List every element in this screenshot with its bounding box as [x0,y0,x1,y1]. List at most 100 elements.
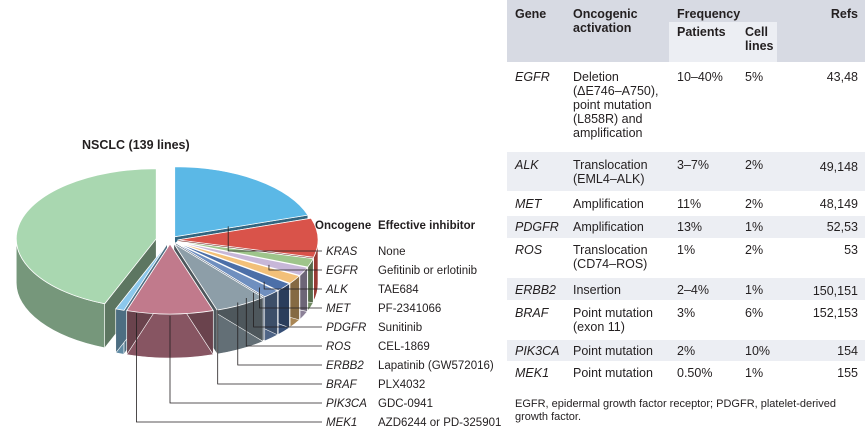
cell-gene: PIK3CA [507,339,565,362]
legend-inhibitor-alk: TAE684 [378,284,419,296]
header-frequency: Frequency [669,0,777,22]
leader-lines [136,226,322,423]
legend-inhibitor-ros: CEL-1869 [378,341,430,353]
legend-inhibitor-pik3ca: GDC-0941 [378,398,433,410]
cell-gene: MET [507,191,565,216]
cell-patients: 2% [669,339,737,362]
cell-refs: 48,149 [777,191,865,216]
legend-gene-mek1: MEK1 [326,417,357,429]
cell-refs: 52,53 [777,215,865,239]
table-row: PDGFR Amplification 13% 1% 52,53 [507,215,865,239]
cell-refs: 154 [777,339,865,362]
leader-line-erbb2 [237,302,322,366]
cell-cell-lines: 2% [737,151,777,192]
leader-line-kras [227,226,322,252]
legend-gene-egfr: EGFR [326,265,358,277]
table-row: ROS Translocation (CD74–ROS) 1% 2% 53 [507,238,865,278]
oncogene-table-panel: Gene Oncogenic activation Frequency Refs… [507,0,865,439]
cell-activation: Point mutation [565,361,669,384]
cell-activation: Translocation (EML4–ALK) [565,151,669,192]
cell-cell-lines: 1% [737,361,777,384]
legend-header-oncogene: Oncogene [315,220,371,232]
cell-activation: Deletion (ΔE746–A750), point mutation (L… [565,62,669,152]
nsclc-pie-chart: NSCLC (139 lines) Oncogene Effective inh… [15,138,501,429]
cell-cell-lines: 2% [737,238,777,278]
legend-gene-erbb2: ERBB2 [326,360,364,372]
cell-gene: PDGFR [507,215,565,239]
cell-activation: Insertion [565,277,669,301]
leader-line-pik3ca [169,315,322,404]
leader-line-egfr [268,264,322,271]
header-refs: Refs [777,0,865,62]
legend-inhibitor-braf: PLX4032 [378,379,425,391]
legend-inhibitor-pdgfr: Sunitinib [378,322,422,334]
legend-inhibitor-met: PF-2341066 [378,303,441,315]
cell-gene: ROS [507,238,565,278]
cell-refs: 49,148 [777,151,865,192]
cell-patients: 10–40% [669,62,737,152]
table-row: PIK3CA Point mutation 2% 10% 154 [507,339,865,362]
cell-cell-lines: 6% [737,300,777,340]
table-row: MET Amplification 11% 2% 48,149 [507,191,865,216]
table-footnote: EGFR, epidermal growth factor receptor; … [515,398,836,423]
cell-gene: ERBB2 [507,277,565,301]
cell-gene: ALK [507,151,565,192]
cell-cell-lines: 1% [737,215,777,239]
cell-activation: Amplification [565,215,669,239]
legend-inhibitor-mek1: AZD6244 or PD-325901 [378,417,501,429]
leader-line-alk [263,281,322,290]
table-row: EGFR Deletion (ΔE746–A750), point mutati… [507,62,865,152]
cell-gene: EGFR [507,62,565,152]
cell-activation: Point mutation [565,339,669,362]
leader-line-braf [217,309,322,385]
legend-gene-alk: ALK [325,284,349,296]
cell-patients: 3% [669,300,737,340]
cell-activation: Point mutation (exon 11) [565,300,669,340]
pie-slices [15,166,319,359]
cell-cell-lines: 2% [737,191,777,216]
table-row: BRAF Point mutation (exon 11) 3% 6% 152,… [507,300,865,340]
header-activation: Oncogenic activation [565,0,669,62]
table-row: ALK Translocation (EML4–ALK) 3–7% 2% 49,… [507,151,865,192]
leader-line-pdgfr [253,292,322,328]
legend-inhibitor-erbb2: Lapatinib (GW572016) [378,360,494,372]
cell-cell-lines: 1% [737,277,777,301]
header-cell-lines: Cell lines [737,22,777,62]
header-gene: Gene [507,0,565,62]
leader-line-met [259,287,322,309]
table-row: ERBB2 Insertion 2–4% 1% 150,151 [507,277,865,301]
cell-gene: MEK1 [507,361,565,384]
cell-refs: 155 [777,361,865,384]
cell-patients: 0.50% [669,361,737,384]
cell-activation: Amplification [565,191,669,216]
cell-refs: 150,151 [777,277,865,301]
cell-gene: BRAF [507,300,565,340]
legend-header-inhibitor: Effective inhibitor [378,220,476,232]
header-patients: Patients [669,22,737,62]
pie-title: NSCLC (139 lines) [82,138,190,152]
cell-patients: 1% [669,238,737,278]
legend-inhibitor-egfr: Gefitinib or erlotinib [378,265,477,277]
cell-patients: 11% [669,191,737,216]
leader-line-mek1 [136,312,322,423]
cell-patients: 2–4% [669,277,737,301]
legend-inhibitor-kras: None [378,246,406,258]
cell-refs: 53 [777,238,865,278]
legend-gene-pdgfr: PDGFR [326,322,366,334]
cell-patients: 3–7% [669,151,737,192]
oncogene-table: Gene Oncogenic activation Frequency Refs… [507,0,865,384]
cell-cell-lines: 5% [737,62,777,152]
legend: KRAS None EGFR Gefitinib or erlotinib ALK TAE… [325,246,501,429]
cell-cell-lines: 10% [737,339,777,362]
legend-gene-braf: BRAF [326,379,358,391]
cell-activation: Translocation (CD74–ROS) [565,238,669,278]
legend-gene-kras: KRAS [326,246,358,258]
cell-patients: 13% [669,215,737,239]
legend-gene-met: MET [326,303,351,315]
legend-gene-ros: ROS [326,341,351,353]
cell-refs: 43,48 [777,62,865,152]
leader-line-ros [245,297,322,347]
legend-gene-pik3ca: PIK3CA [326,398,367,410]
table-row: MEK1 Point mutation 0.50% 1% 155 [507,361,865,384]
cell-refs: 152,153 [777,300,865,340]
